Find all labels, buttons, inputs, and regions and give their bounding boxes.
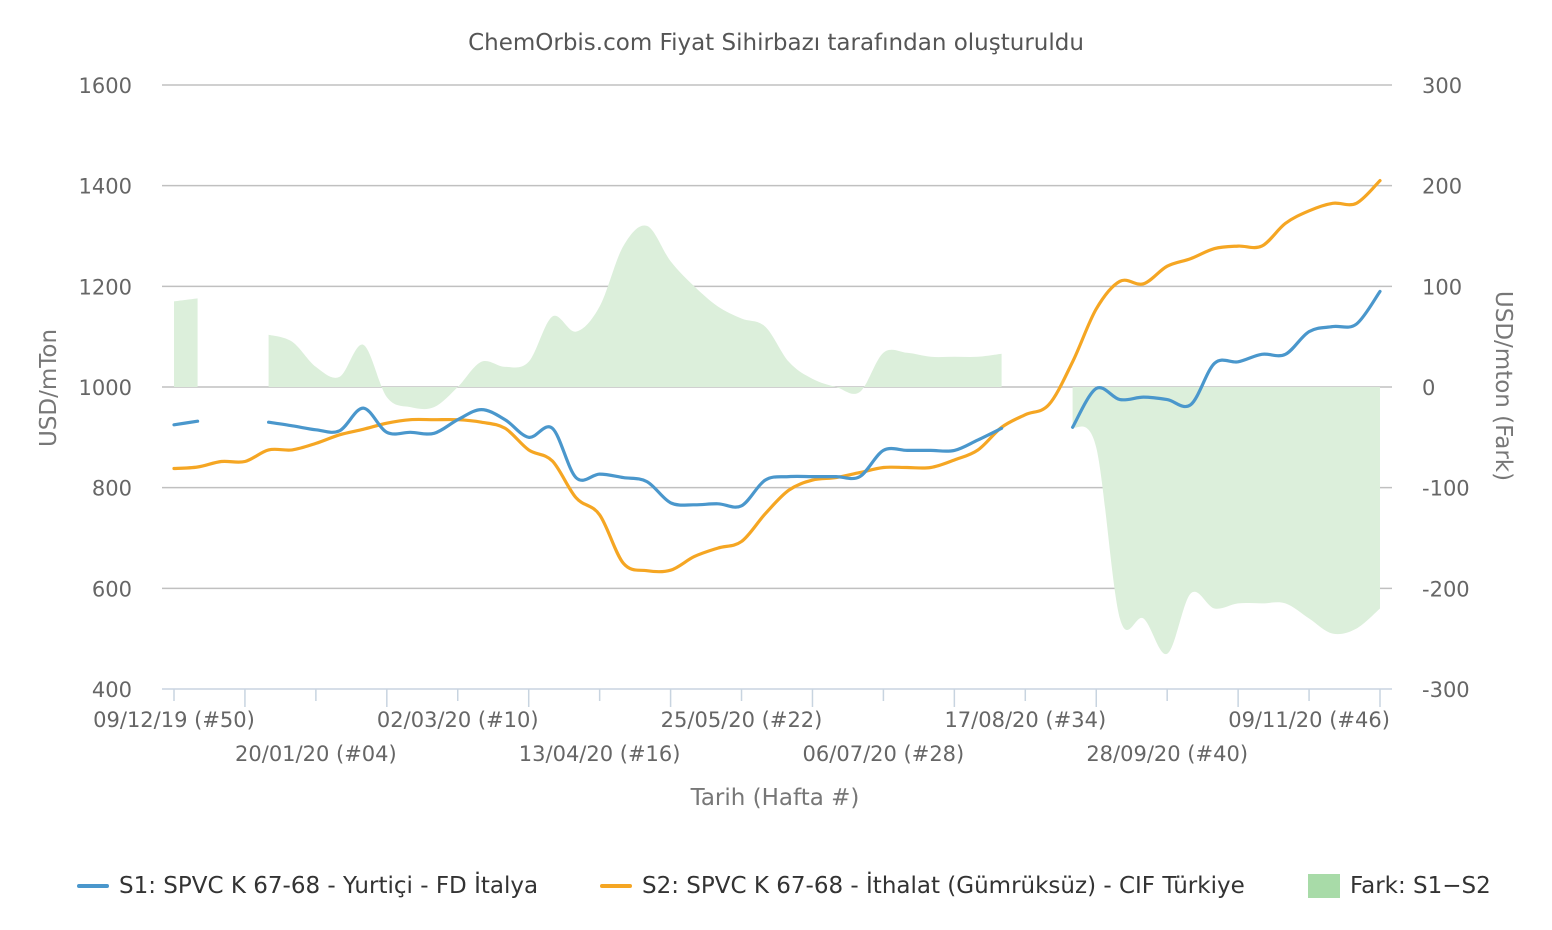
x-tick-label: 02/03/20 (#10) xyxy=(377,708,539,732)
x-axis: 09/12/19 (#50) 20/01/20 (#04) 02/03/20 (#1… xyxy=(93,688,1392,766)
x-tick-label: 20/01/20 (#04) xyxy=(235,742,397,766)
y2-tick-label: 300 xyxy=(1422,74,1462,98)
y-tick-label: 800 xyxy=(92,477,132,501)
series-line-s2 xyxy=(172,179,1382,574)
legend-label-s1: S1: SPVC K 67-68 - Yurtiçi - FD İtalya xyxy=(119,873,539,899)
legend-swatch-diff xyxy=(1308,874,1340,898)
x-tick-label: 13/04/20 (#16) xyxy=(519,742,681,766)
legend-item-s1[interactable]: S1: SPVC K 67-68 - Yurtiçi - FD İtalya xyxy=(77,866,538,906)
legend-label-diff: Fark: S1−S2 xyxy=(1350,873,1491,899)
y-tick-label: 1600 xyxy=(79,74,132,98)
y2-tick-label: -300 xyxy=(1422,678,1470,702)
x-tick-label: 09/11/20 (#46) xyxy=(1228,708,1390,732)
difference-area xyxy=(174,225,1380,655)
y2-tick-label: 100 xyxy=(1422,275,1462,299)
x-tick-label: 17/08/20 (#34) xyxy=(944,708,1106,732)
legend-swatch-s1 xyxy=(77,884,109,888)
y2-tick-label: -200 xyxy=(1422,577,1470,601)
chart-title: ChemOrbis.com Fiyat Sihirbazı tarafından… xyxy=(468,30,1084,56)
difference-area-segment xyxy=(268,225,1002,410)
series-line-s1 xyxy=(267,406,1004,509)
series-lines xyxy=(172,179,1382,574)
y2-axis-title: USD/mton (Fark) xyxy=(1490,291,1516,481)
difference-area-segment xyxy=(1072,387,1380,655)
y-tick-label: 400 xyxy=(92,678,132,702)
y2-tick-label: 200 xyxy=(1422,175,1462,199)
y-axis-left: 1600 1400 1200 1000 800 600 400 xyxy=(79,74,132,702)
y2-tick-label: 0 xyxy=(1422,376,1435,400)
y-axis-title: USD/mTon xyxy=(36,329,62,447)
series-line-s1 xyxy=(172,419,200,427)
y-tick-label: 1400 xyxy=(79,175,132,199)
x-tick-label: 25/05/20 (#22) xyxy=(661,708,823,732)
y-tick-label: 600 xyxy=(92,577,132,601)
x-axis-title: Tarih (Hafta #) xyxy=(690,785,860,811)
legend-item-diff[interactable]: Fark: S1−S2 xyxy=(1308,866,1491,906)
y-tick-label: 1200 xyxy=(79,275,132,299)
x-tick-label: 28/09/20 (#40) xyxy=(1086,742,1248,766)
y-tick-label: 1000 xyxy=(79,376,132,400)
y2-tick-label: -100 xyxy=(1422,477,1470,501)
legend-swatch-s2 xyxy=(600,884,632,888)
difference-area-segment xyxy=(174,298,198,387)
series-line-s1 xyxy=(1071,289,1382,429)
legend-label-s2: S2: SPVC K 67-68 - İthalat (Gümrüksüz) -… xyxy=(642,873,1245,899)
x-tick-label: 06/07/20 (#28) xyxy=(803,742,965,766)
legend: S1: SPVC K 67-68 - Yurtiçi - FD İtalya S… xyxy=(0,866,1552,906)
x-tick-label: 09/12/19 (#50) xyxy=(93,708,255,732)
y-axis-right: 300 200 100 0 -100 -200 -300 xyxy=(1422,74,1470,702)
legend-item-s2[interactable]: S2: SPVC K 67-68 - İthalat (Gümrüksüz) -… xyxy=(600,866,1245,906)
